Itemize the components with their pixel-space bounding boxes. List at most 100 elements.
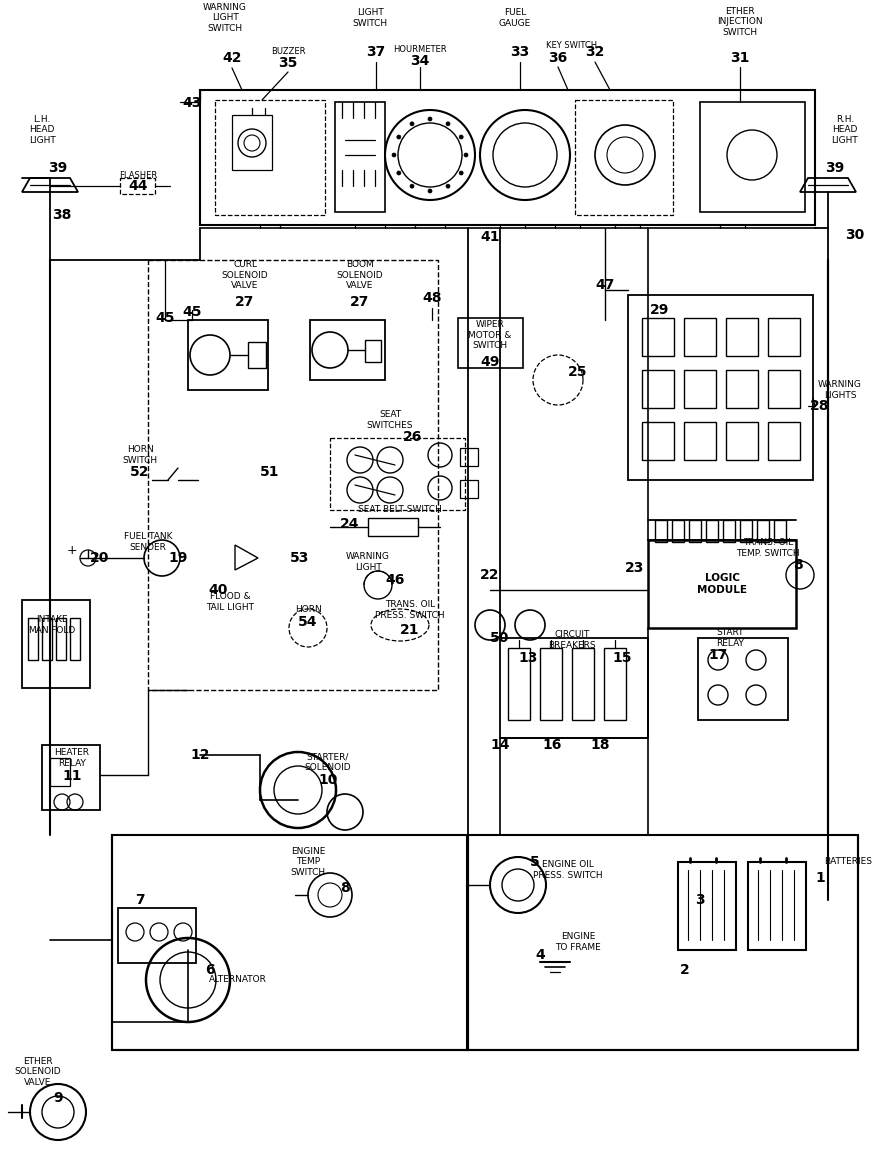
Text: 18: 18 [591, 739, 610, 751]
Text: 8: 8 [340, 881, 350, 895]
Text: CIRCUIT
BREAKERS: CIRCUIT BREAKERS [548, 630, 596, 649]
Text: HOURMETER: HOURMETER [393, 46, 447, 54]
Bar [468, 835, 858, 1050]
Text: ENGINE
TO FRAME: ENGINE TO FRAME [555, 933, 601, 951]
Bar [774, 520, 786, 542]
Bar [726, 370, 758, 408]
Circle shape [464, 153, 468, 158]
Bar [330, 437, 465, 510]
Text: 9: 9 [53, 1091, 63, 1105]
Text: 12: 12 [190, 748, 210, 762]
Text: 29: 29 [650, 303, 670, 318]
Text: FUEL
GAUGE: FUEL GAUGE [499, 8, 531, 28]
Text: SEAT
SWITCHES: SEAT SWITCHES [367, 410, 413, 429]
Bar [120, 178, 155, 194]
Text: 5: 5 [530, 855, 540, 869]
Circle shape [397, 171, 400, 175]
Bar [56, 619, 66, 660]
Text: 6: 6 [205, 963, 215, 977]
Circle shape [410, 185, 414, 188]
Text: 39: 39 [825, 161, 844, 175]
Circle shape [446, 122, 450, 126]
Text: 20: 20 [91, 552, 110, 564]
Text: KEY SWITCH: KEY SWITCH [546, 41, 598, 51]
Bar [458, 318, 523, 368]
Text: 31: 31 [730, 51, 749, 65]
Circle shape [428, 116, 432, 121]
Bar [700, 102, 805, 212]
Text: ETHER
SOLENOID
VALVE: ETHER SOLENOID VALVE [15, 1057, 61, 1087]
Text: ALTERNATOR: ALTERNATOR [209, 976, 267, 984]
Bar [70, 619, 80, 660]
Bar [648, 540, 796, 628]
Text: 44: 44 [128, 179, 147, 193]
Bar [740, 520, 752, 542]
Text: 16: 16 [543, 739, 562, 751]
Text: 38: 38 [52, 208, 72, 222]
Bar [500, 639, 648, 739]
Text: 21: 21 [400, 623, 420, 637]
Circle shape [459, 135, 464, 139]
Bar [188, 320, 268, 390]
Bar [575, 100, 673, 215]
Bar [112, 835, 467, 1050]
Text: 11: 11 [62, 769, 82, 783]
Bar [540, 648, 562, 720]
Text: WARNING
LIGHT
SWITCH: WARNING LIGHT SWITCH [203, 4, 247, 33]
Bar [726, 422, 758, 460]
Bar [460, 448, 478, 466]
Bar [42, 746, 100, 810]
Bar [757, 520, 769, 542]
Bar [642, 318, 674, 356]
Text: L.H.
HEAD
LIGHT: L.H. HEAD LIGHT [28, 115, 55, 145]
Text: TRANS. OIL
PRESS. SWITCH: TRANS. OIL PRESS. SWITCH [376, 600, 445, 620]
Text: 26: 26 [403, 430, 423, 445]
Text: 52: 52 [131, 465, 150, 479]
Bar [698, 639, 788, 720]
Text: FUEL TANK
SENDER: FUEL TANK SENDER [123, 533, 172, 552]
Bar [200, 91, 815, 225]
Text: 2: 2 [680, 963, 690, 977]
Text: 42: 42 [222, 51, 242, 65]
Text: 32: 32 [585, 45, 605, 59]
Bar [215, 100, 325, 215]
Text: HORN: HORN [295, 606, 321, 615]
Text: 13: 13 [519, 652, 538, 664]
Bar [768, 318, 800, 356]
Text: 36: 36 [549, 51, 567, 65]
Bar [28, 619, 38, 660]
Text: 22: 22 [480, 568, 500, 582]
Text: STARTER/
SOLENOID: STARTER/ SOLENOID [305, 753, 352, 771]
Bar [689, 520, 701, 542]
Text: CURL
SOLENOID
VALVE: CURL SOLENOID VALVE [222, 260, 268, 290]
Text: FLASHER: FLASHER [119, 171, 157, 180]
Text: 8: 8 [793, 557, 803, 572]
Text: WARNING
LIGHTS: WARNING LIGHTS [818, 380, 862, 400]
Text: 41: 41 [480, 230, 500, 243]
Bar [460, 480, 478, 497]
Text: 47: 47 [595, 278, 614, 292]
Circle shape [446, 185, 450, 188]
Text: 43: 43 [182, 96, 202, 111]
Bar [508, 648, 530, 720]
Text: TRANS. OIL
TEMP. SWITCH: TRANS. OIL TEMP. SWITCH [736, 539, 800, 557]
Text: 33: 33 [511, 45, 529, 59]
Bar [248, 342, 266, 368]
Bar [572, 648, 594, 720]
Text: BATTERIES: BATTERIES [824, 857, 872, 867]
Bar [684, 422, 716, 460]
Bar [726, 318, 758, 356]
Bar [642, 370, 674, 408]
Bar [748, 862, 806, 950]
Bar [365, 340, 381, 362]
Text: 50: 50 [490, 632, 510, 644]
Bar [684, 370, 716, 408]
Text: START
RELAY: START RELAY [716, 628, 744, 648]
Text: 4: 4 [535, 948, 545, 962]
Text: 49: 49 [480, 355, 500, 369]
Bar [672, 520, 684, 542]
Text: BUZZER: BUZZER [271, 47, 305, 56]
Bar [655, 520, 667, 542]
Bar [604, 648, 626, 720]
Circle shape [410, 122, 414, 126]
